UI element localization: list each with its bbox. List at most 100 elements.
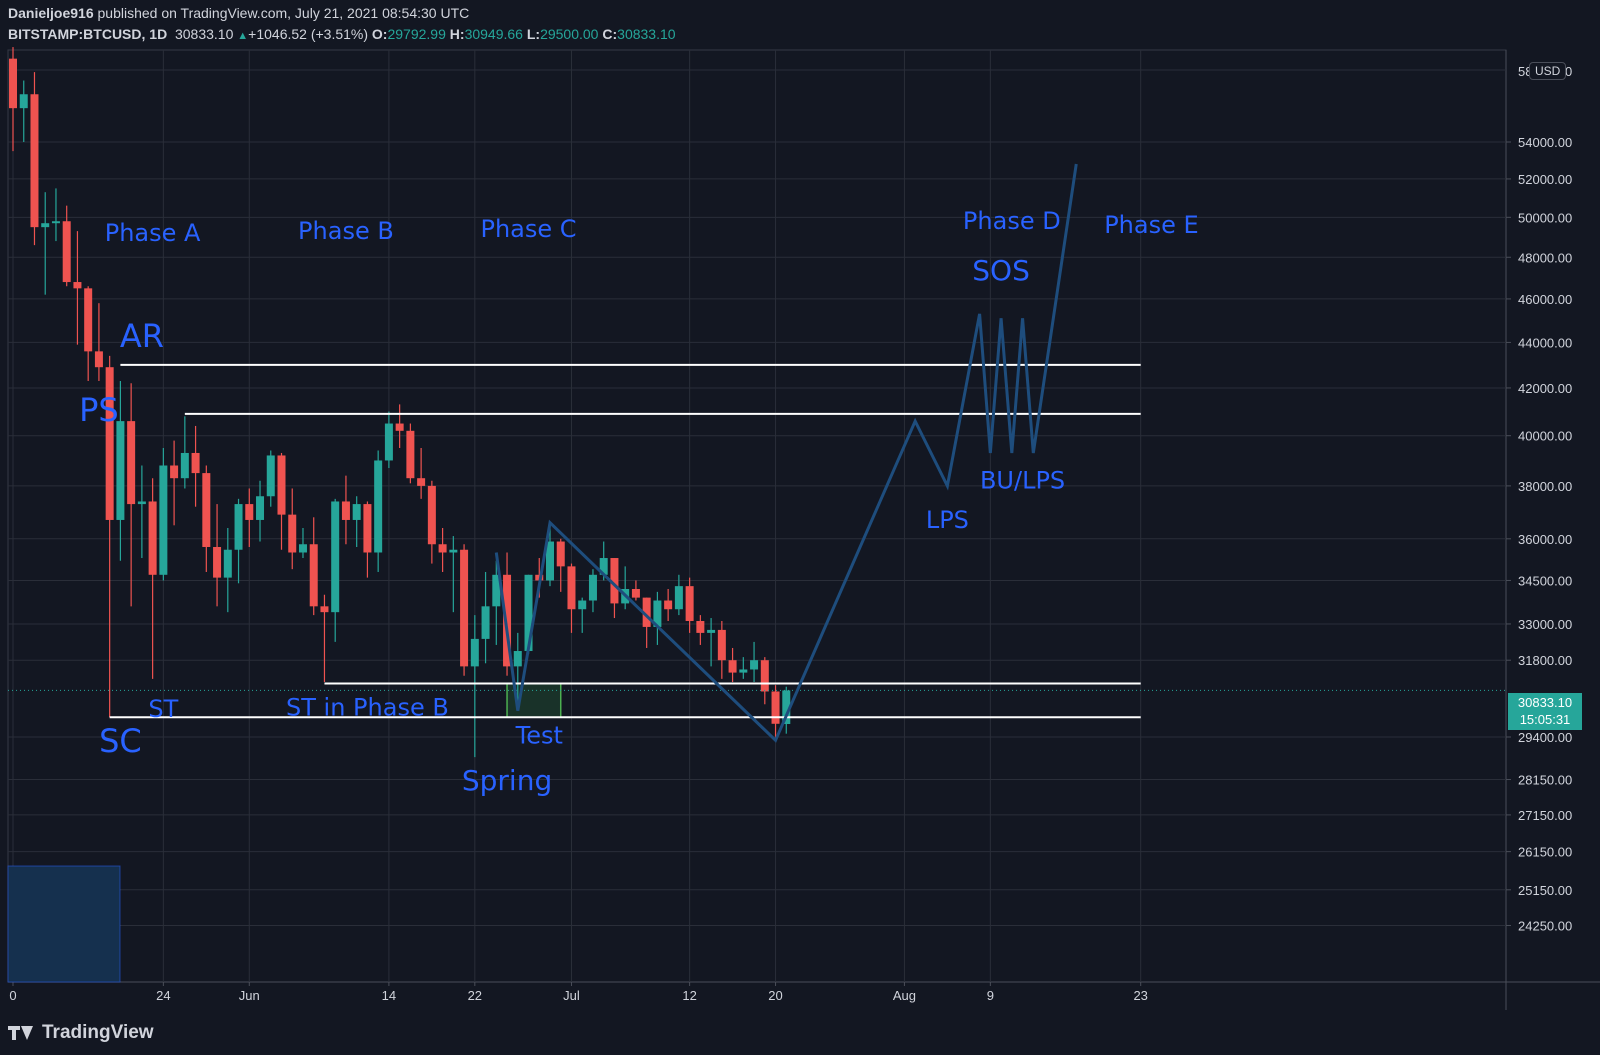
candle: [116, 421, 125, 520]
candle: [760, 660, 769, 692]
candle: [707, 629, 716, 633]
wyckoff-label: AR: [120, 317, 164, 355]
y-tick-label: 28150.00: [1518, 773, 1572, 788]
candle: [717, 629, 726, 661]
up-arrow-icon: ▲: [237, 30, 249, 42]
candle: [696, 620, 705, 633]
x-tick-label: Jun: [239, 988, 260, 1003]
y-tick-label: 50000.00: [1518, 210, 1572, 225]
y-tick-label: 36000.00: [1518, 532, 1572, 547]
candle: [234, 504, 243, 550]
tradingview-logo-icon: [8, 1024, 36, 1042]
wyckoff-label: PS: [79, 391, 119, 429]
x-tick-label: 9: [987, 988, 994, 1003]
candle: [524, 574, 533, 652]
candle: [460, 549, 469, 667]
candle: [298, 544, 307, 553]
wyckoff-label: ST in Phase B: [286, 694, 449, 722]
wyckoff-label: Phase A: [105, 219, 201, 247]
high-label: H:: [449, 26, 465, 42]
close-label: C:: [602, 26, 618, 42]
candle: [653, 600, 662, 627]
candle: [556, 541, 565, 567]
candle: [41, 223, 50, 228]
y-tick-label: 38000.00: [1518, 479, 1572, 494]
author-name[interactable]: Danieljoe916: [8, 5, 94, 21]
y-tick-label: 54000.00: [1518, 135, 1572, 150]
candle: [513, 651, 522, 667]
candle: [427, 485, 436, 545]
low-value: 29500.00: [540, 26, 599, 42]
wyckoff-label: Phase D: [963, 207, 1061, 235]
candle: [30, 94, 39, 228]
candle: [105, 367, 114, 520]
brand-name: TradingView: [42, 1022, 154, 1043]
y-tick-label: 34500.00: [1518, 573, 1572, 588]
publish-info: Danieljoe916 published on TradingView.co…: [8, 5, 469, 21]
candle: [309, 544, 318, 607]
candle: [363, 504, 372, 553]
last-price-tag: 30833.10 15:05:31: [1508, 693, 1582, 730]
x-tick-label: Jul: [563, 988, 580, 1003]
y-tick-label: 29400.00: [1518, 730, 1572, 745]
candle: [331, 501, 340, 613]
y-tick-label: 42000.00: [1518, 381, 1572, 396]
tradingview-logo[interactable]: TradingView: [8, 1022, 154, 1044]
candle: [739, 669, 748, 673]
candle: [384, 423, 393, 461]
candle: [223, 549, 232, 578]
candle: [266, 455, 275, 497]
y-tick-label: 27150.00: [1518, 808, 1572, 823]
candle: [406, 430, 415, 479]
wyckoff-label: LPS: [926, 506, 969, 534]
candle: [352, 504, 361, 520]
symbol-legend: BITSTAMP:BTCUSD, 1D 30833.10 ▲+1046.52 (…: [8, 26, 676, 42]
projection-path: [494, 163, 1078, 743]
candle: [245, 504, 254, 520]
y-tick-label: 40000.00: [1518, 429, 1572, 444]
candle: [642, 597, 651, 627]
candle: [449, 549, 458, 553]
low-label: L:: [526, 26, 541, 42]
candle: [19, 94, 28, 109]
wyckoff-label: BU/LPS: [980, 466, 1065, 494]
x-tick-label: 23: [1133, 988, 1147, 1003]
y-tick-label: 52000.00: [1518, 172, 1572, 187]
candle: [213, 546, 222, 578]
candle: [438, 544, 447, 553]
candle: [256, 496, 265, 520]
candle: [159, 465, 168, 575]
y-tick-label: 44000.00: [1518, 335, 1572, 350]
candle: [674, 586, 683, 610]
x-tick-label: 22: [468, 988, 482, 1003]
candle: [588, 574, 597, 601]
highlight-box: [7, 865, 121, 983]
candle: [395, 423, 404, 431]
candle: [180, 452, 189, 479]
candle: [277, 455, 286, 515]
price-change: +1046.52 (+3.51%): [248, 26, 369, 42]
candle: [750, 660, 759, 670]
last-price-tag-value: 30833.10: [1517, 695, 1573, 710]
candle: [62, 221, 71, 283]
x-tick-label: Aug: [893, 988, 916, 1003]
candle: [73, 282, 82, 289]
x-tick-label: 0: [9, 988, 16, 1003]
candles: [9, 47, 791, 758]
wyckoff-label: ST: [148, 695, 178, 723]
currency-badge[interactable]: USD: [1529, 62, 1567, 80]
wyckoff-label: Phase B: [298, 217, 394, 245]
close-value: 30833.10: [617, 26, 676, 42]
candle: [84, 288, 93, 352]
candle: [202, 473, 211, 547]
y-tick-label: 31800.00: [1518, 653, 1572, 668]
y-tick-label: 48000.00: [1518, 250, 1572, 265]
y-tick-label: 26150.00: [1518, 845, 1572, 860]
candle: [320, 606, 329, 613]
open-label: O:: [371, 26, 388, 42]
candle: [94, 351, 103, 368]
candle: [127, 421, 136, 505]
wyckoff-label: Spring: [462, 764, 552, 797]
symbol-name[interactable]: BITSTAMP:BTCUSD, 1D: [8, 26, 168, 42]
